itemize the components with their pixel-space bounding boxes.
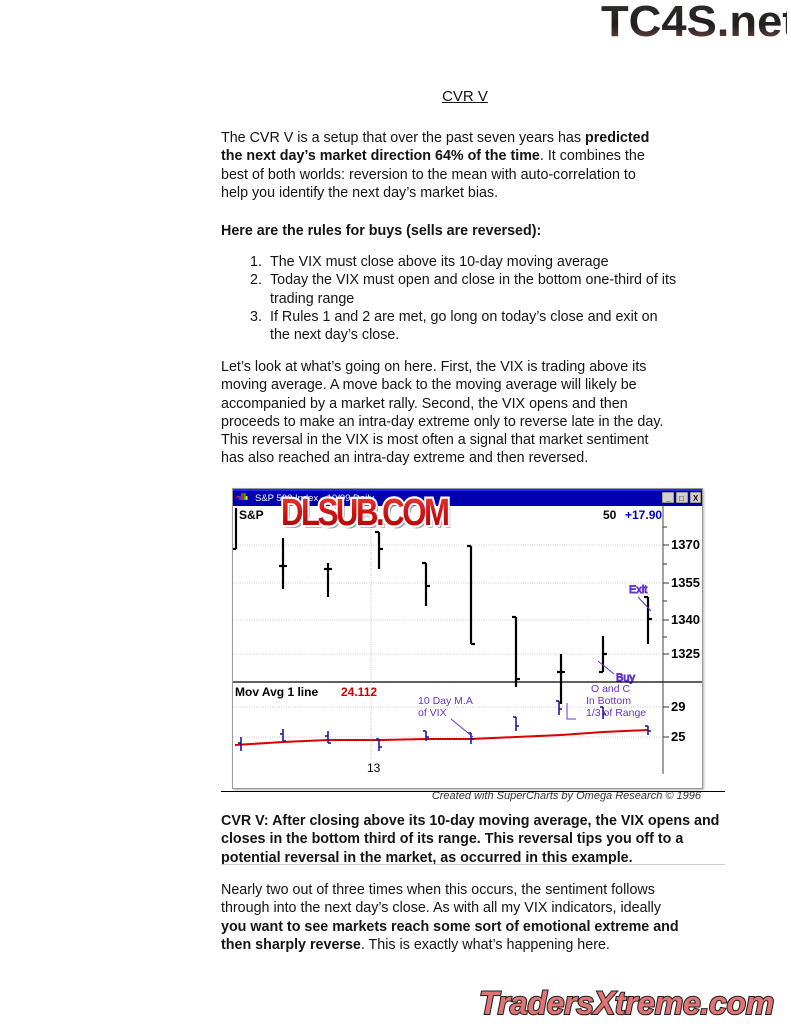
svg-text:50: 50 [603, 508, 617, 522]
svg-text:1370: 1370 [671, 537, 700, 552]
svg-text:□: □ [679, 494, 684, 503]
svg-text:13: 13 [367, 761, 381, 775]
svg-text:S&P: S&P [239, 508, 264, 522]
svg-text:of VIX: of VIX [418, 707, 447, 719]
svg-text:TradersXtreme.com: TradersXtreme.com [479, 985, 774, 1021]
svg-text:In Bottom: In Bottom [586, 695, 631, 707]
svg-text:1340: 1340 [671, 612, 700, 627]
svg-text:DLSUB.COM: DLSUB.COM [281, 492, 448, 534]
svg-text:+17.90: +17.90 [625, 508, 662, 522]
svg-text:TC4S.net: TC4S.net [601, 0, 787, 46]
svg-text:29: 29 [671, 699, 685, 714]
svg-text:O and C: O and C [591, 683, 631, 695]
svg-text:10 Day M.A: 10 Day M.A [418, 695, 473, 707]
svg-text:24.112: 24.112 [341, 685, 377, 699]
svg-text:1355: 1355 [671, 575, 700, 590]
svg-text:Mov Avg 1 line: Mov Avg 1 line [235, 685, 318, 699]
svg-text:X: X [693, 494, 699, 503]
svg-text:_: _ [665, 494, 671, 503]
svg-text:1/3 of Range: 1/3 of Range [586, 707, 646, 719]
svg-text:Exit: Exit [629, 584, 647, 596]
svg-text:25: 25 [671, 729, 685, 744]
svg-text:1325: 1325 [671, 646, 700, 661]
